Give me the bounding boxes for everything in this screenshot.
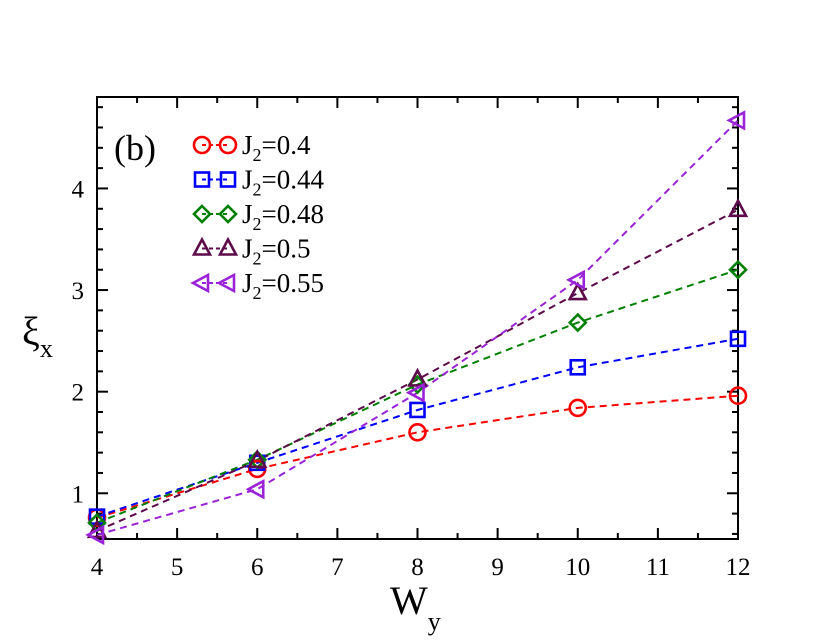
legend-entry: J2=0.4 [192,130,311,165]
data-point [405,382,425,403]
data-point [727,198,749,218]
legend-entry: J2=0.48 [192,199,324,234]
legend-marker [219,171,237,188]
data-point [729,330,747,348]
data-point [567,281,588,301]
series-line-3 [96,208,739,532]
x-tick-label: 6 [251,554,264,581]
data-point [408,423,427,442]
legend-label: J2=0.55 [242,268,324,303]
ticks [96,97,739,539]
y-axis-title-main: ξ [22,309,40,354]
legend-marker [192,135,212,155]
data-point [567,312,588,333]
legend-marker [218,135,238,155]
series-markers [85,110,749,546]
x-tick-label: 5 [171,554,184,581]
data-point [569,358,587,376]
legend-entry: J2=0.55 [190,268,324,303]
y-tick-label: 3 [72,278,85,305]
legend-marker [216,272,236,294]
data-point [407,367,428,387]
plot-frame [96,96,739,540]
x-tick-label: 11 [646,554,670,581]
x-axis-title-main: W [390,578,428,623]
series-line-4 [96,119,739,536]
x-tick-label: 8 [411,554,424,581]
legend-label: J2=0.5 [242,234,311,269]
data-point [726,110,746,131]
legend-marker [192,204,212,224]
data-point [728,386,748,406]
data-point [85,524,105,546]
data-point [245,479,265,500]
legend-marker [218,204,238,224]
y-tick-label: 2 [72,380,85,407]
legend-label: J2=0.4 [242,130,311,165]
x-tick-label: 12 [726,554,751,581]
data-point [247,448,268,469]
panel-label: (b) [114,128,156,168]
legend-entry: J2=0.5 [191,234,311,269]
x-tick-label: 10 [565,554,590,581]
legend-marker [217,236,239,256]
series-lines [96,119,739,536]
legend-label: J2=0.44 [242,165,324,200]
x-axis-title: Wy [390,578,441,636]
legend-marker [190,272,210,294]
series-line-0 [96,394,739,519]
y-axis-title-sub: x [40,334,53,363]
x-tick-label: 7 [331,554,344,581]
data-point [728,259,748,280]
legend-marker [193,171,211,188]
y-axis-title: ξx [22,309,53,363]
legend-entry: J2=0.44 [193,165,324,200]
series-line-1 [96,337,739,518]
data-point [565,269,586,291]
data-point [568,398,588,418]
y-tick-label: 4 [72,176,85,203]
y-tick-label: 1 [72,481,85,508]
x-tick-label: 4 [91,554,104,581]
legend-label: J2=0.48 [242,199,324,234]
x-axis-title-sub: y [428,607,441,636]
data-point [409,401,426,419]
legend-marker [191,236,213,256]
x-tick-label: 9 [491,554,504,581]
